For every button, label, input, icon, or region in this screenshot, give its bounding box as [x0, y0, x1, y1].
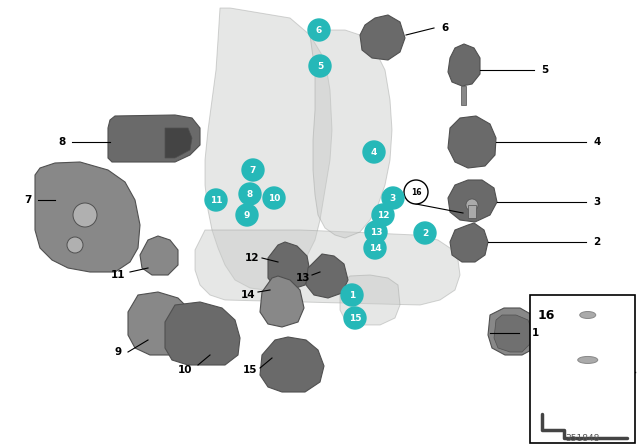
Polygon shape: [205, 8, 332, 290]
Text: 7: 7: [24, 195, 32, 205]
Bar: [530, 295, 635, 443]
Circle shape: [73, 203, 97, 227]
Polygon shape: [108, 115, 200, 162]
Polygon shape: [360, 15, 405, 60]
Polygon shape: [306, 254, 348, 298]
Circle shape: [382, 187, 404, 209]
Circle shape: [466, 199, 478, 211]
Circle shape: [404, 180, 428, 204]
Circle shape: [67, 237, 83, 253]
Circle shape: [414, 222, 436, 244]
Text: 4: 4: [371, 147, 377, 156]
Text: 13: 13: [370, 228, 382, 237]
Text: 2: 2: [422, 228, 428, 237]
Polygon shape: [450, 223, 488, 262]
Text: 13: 13: [296, 273, 310, 283]
Text: 15: 15: [349, 314, 361, 323]
Polygon shape: [461, 86, 466, 105]
Polygon shape: [340, 275, 400, 325]
Polygon shape: [448, 44, 480, 86]
Polygon shape: [260, 276, 304, 327]
Polygon shape: [448, 180, 497, 222]
Text: 14: 14: [369, 244, 381, 253]
Text: 11: 11: [111, 270, 125, 280]
Circle shape: [263, 187, 285, 209]
Circle shape: [308, 19, 330, 41]
Circle shape: [242, 159, 264, 181]
Text: 15: 15: [243, 365, 257, 375]
Polygon shape: [165, 128, 192, 158]
Polygon shape: [128, 292, 195, 355]
Polygon shape: [488, 308, 538, 355]
Circle shape: [365, 221, 387, 243]
Text: 8: 8: [247, 190, 253, 198]
Text: 5: 5: [317, 61, 323, 70]
Text: 12: 12: [377, 211, 389, 220]
Text: 5: 5: [541, 65, 548, 75]
Text: 8: 8: [58, 137, 66, 147]
Text: 6: 6: [316, 26, 322, 34]
Text: 9: 9: [244, 211, 250, 220]
Text: 4: 4: [593, 137, 601, 147]
Circle shape: [344, 307, 366, 329]
Polygon shape: [195, 230, 460, 305]
Polygon shape: [310, 30, 392, 238]
Polygon shape: [268, 242, 310, 290]
Circle shape: [364, 237, 386, 259]
Text: 12: 12: [244, 253, 259, 263]
Polygon shape: [35, 162, 140, 272]
Text: 9: 9: [115, 347, 122, 357]
Circle shape: [236, 204, 258, 226]
Text: 11: 11: [210, 195, 222, 204]
Circle shape: [239, 183, 261, 205]
Polygon shape: [448, 116, 496, 168]
Text: 10: 10: [268, 194, 280, 202]
Circle shape: [363, 141, 385, 163]
Text: 351848: 351848: [565, 434, 599, 443]
Polygon shape: [140, 236, 178, 275]
Text: 14: 14: [241, 290, 255, 300]
Text: 16: 16: [538, 309, 556, 322]
Polygon shape: [468, 205, 476, 218]
Circle shape: [372, 204, 394, 226]
Circle shape: [205, 189, 227, 211]
Text: 2: 2: [593, 237, 600, 247]
Circle shape: [309, 55, 331, 77]
Text: 1: 1: [349, 290, 355, 300]
Polygon shape: [165, 302, 240, 365]
Text: 6: 6: [442, 23, 449, 33]
Circle shape: [341, 284, 363, 306]
Text: 3: 3: [593, 197, 600, 207]
Text: 7: 7: [250, 165, 256, 175]
Polygon shape: [260, 337, 324, 392]
Text: 10: 10: [178, 365, 192, 375]
Text: 1: 1: [531, 328, 539, 338]
Ellipse shape: [578, 357, 598, 363]
Polygon shape: [494, 315, 532, 352]
Text: 16: 16: [411, 188, 421, 197]
Ellipse shape: [580, 311, 596, 319]
Text: 3: 3: [390, 194, 396, 202]
